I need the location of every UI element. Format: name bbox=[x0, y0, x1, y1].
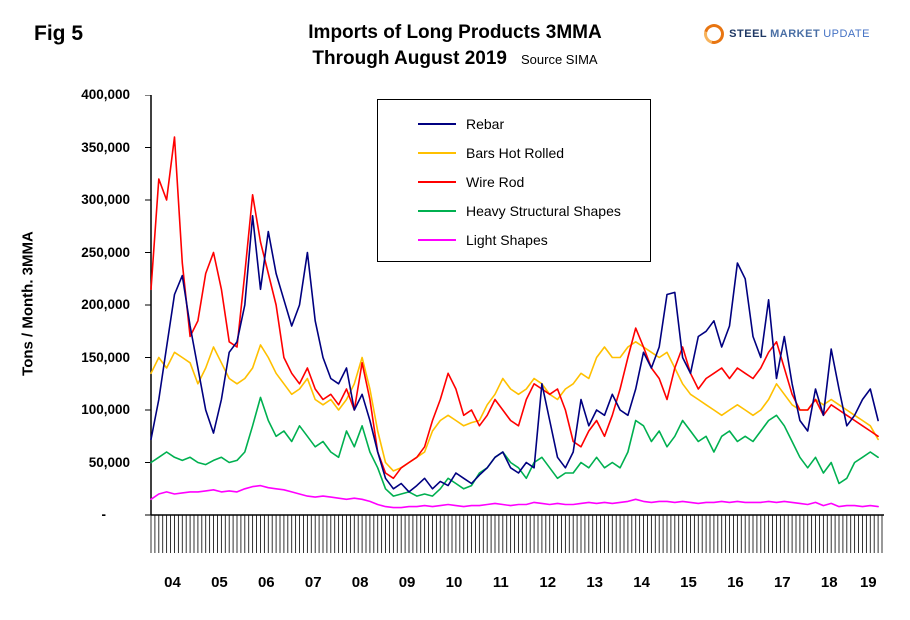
x-axis-year-label: 04 bbox=[164, 574, 181, 591]
x-axis-year-label: 09 bbox=[399, 574, 416, 591]
figure-label: Fig 5 bbox=[34, 22, 84, 45]
line-chart-plot: 04 05 06 07 08 09 10 11 12 13 14 15 16 17 18 19 bbox=[145, 95, 884, 591]
legend-item-rebar: Rebar bbox=[378, 109, 650, 138]
series-line-heavy-structural-shapes bbox=[150, 396, 879, 497]
series-line-wire-rod bbox=[150, 136, 879, 480]
series-line-light-shapes bbox=[150, 484, 879, 509]
steel-market-update-logo: STEEL MARKET UPDATE bbox=[700, 20, 870, 48]
source-note: Source SIMA bbox=[521, 51, 598, 67]
series-line-rebar bbox=[150, 215, 879, 493]
y-axis-tick-label: 300,000 bbox=[81, 192, 130, 207]
logo-text: STEEL MARKET UPDATE bbox=[729, 28, 870, 40]
x-axis-year-label: 19 bbox=[860, 574, 877, 591]
x-axis-year-label: 16 bbox=[727, 574, 744, 591]
legend-line-swatch-bars-hot-rolled bbox=[418, 151, 456, 154]
x-axis-year-label: 07 bbox=[305, 574, 322, 591]
y-axis-tick-label: 400,000 bbox=[81, 87, 130, 102]
series-line-bars-hot-rolled bbox=[150, 341, 879, 472]
x-axis-year-label: 06 bbox=[258, 574, 275, 591]
legend-label-bars-hot-rolled: Bars Hot Rolled bbox=[466, 144, 565, 161]
logo-word-steel: STEEL bbox=[729, 28, 768, 40]
legend-label-rebar: Rebar bbox=[466, 115, 505, 132]
chart-title-line2: Through August 2019 bbox=[312, 47, 507, 69]
legend-label-light-shapes: Light Shapes bbox=[466, 231, 548, 248]
y-axis-tick-label: 350,000 bbox=[81, 139, 130, 155]
x-axis-year-label: 15 bbox=[680, 574, 697, 591]
globe-swoosh-icon bbox=[700, 20, 728, 48]
legend-item-wire-rod: Wire Rod bbox=[378, 167, 650, 196]
logo-word-update: UPDATE bbox=[823, 28, 870, 40]
x-axis-year-label: 11 bbox=[493, 574, 509, 591]
chart-legend: Rebar Bars Hot Rolled Wire Rod Heavy Str… bbox=[377, 99, 651, 262]
legend-line-swatch-light-shapes bbox=[418, 238, 456, 241]
x-axis-year-label: 14 bbox=[633, 574, 650, 591]
y-axis-tick-label: 50,000 bbox=[88, 454, 130, 470]
legend-item-heavy-structural-shapes: Heavy Structural Shapes bbox=[378, 196, 650, 225]
y-axis-title: Tons / Month. 3MMA bbox=[19, 231, 37, 376]
legend-line-swatch-rebar bbox=[418, 122, 456, 125]
legend-line-swatch-wire-rod bbox=[418, 180, 456, 183]
legend-line-swatch-heavy-structural-shapes bbox=[418, 209, 456, 212]
y-axis-tick-label: 200,000 bbox=[81, 297, 130, 312]
y-axis-tick-label: 100,000 bbox=[81, 402, 130, 417]
y-axis-tick-label: 250,000 bbox=[81, 244, 130, 260]
chart-title-block: Imports of Long Products 3MMA Through Au… bbox=[120, 20, 790, 71]
legend-item-bars-hot-rolled: Bars Hot Rolled bbox=[378, 138, 650, 167]
chart-title-line1: Imports of Long Products 3MMA bbox=[308, 22, 602, 43]
x-axis-year-label: 18 bbox=[821, 574, 838, 591]
x-axis-year-label: 05 bbox=[211, 574, 228, 591]
legend-item-light-shapes: Light Shapes bbox=[378, 225, 650, 254]
y-axis-tick-label: 150,000 bbox=[81, 349, 130, 365]
x-axis-year-label: 10 bbox=[446, 574, 463, 591]
y-axis-tick-label: - bbox=[101, 507, 107, 522]
x-axis-year-label: 08 bbox=[352, 574, 369, 591]
legend-label-heavy-structural-shapes: Heavy Structural Shapes bbox=[466, 202, 621, 219]
legend-label-wire-rod: Wire Rod bbox=[466, 173, 525, 190]
x-axis-year-label: 12 bbox=[539, 574, 556, 591]
x-axis-year-label: 17 bbox=[774, 574, 791, 591]
x-axis-year-label: 13 bbox=[586, 574, 603, 591]
logo-word-market: MARKET bbox=[770, 28, 821, 40]
